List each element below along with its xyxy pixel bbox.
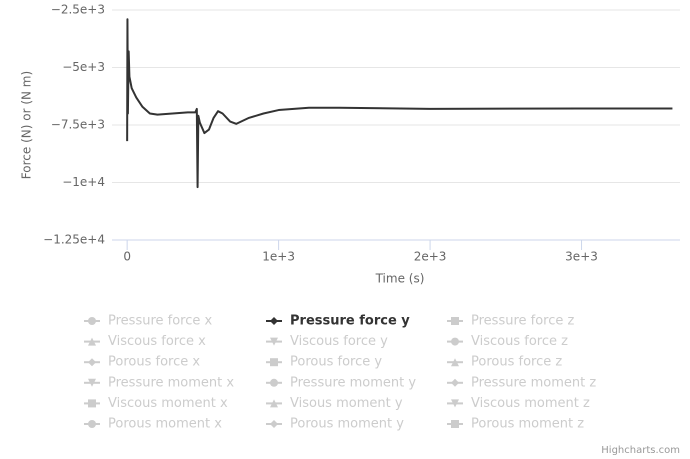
legend-item[interactable]: Pressure moment y xyxy=(290,375,416,390)
legend-item[interactable]: Visous moment y xyxy=(290,396,403,411)
legend-symbol xyxy=(270,378,278,387)
legend-symbol xyxy=(270,420,278,428)
legend-symbol xyxy=(451,337,459,346)
series-line xyxy=(126,18,673,189)
x-axis-title: Time (s) xyxy=(375,272,425,286)
credits[interactable]: Highcharts.com xyxy=(601,445,680,456)
legend-item[interactable]: Porous moment z xyxy=(471,417,584,432)
legend-item[interactable]: Porous moment x xyxy=(108,417,222,432)
legend-symbol xyxy=(270,358,278,367)
legend-item[interactable]: Pressure force y xyxy=(290,314,410,329)
y-tick-label: −7.5e+3 xyxy=(51,118,105,132)
x-tick-label: 0 xyxy=(123,250,131,264)
legend-item[interactable]: Viscous force x xyxy=(108,334,206,349)
x-tick-label: 2e+3 xyxy=(414,250,447,264)
y-tick-label: −1e+4 xyxy=(62,175,105,189)
legend-symbol xyxy=(270,399,278,408)
x-tick-label: 1e+3 xyxy=(262,250,295,264)
legend-symbol xyxy=(88,358,96,367)
legend-item[interactable]: Porous force y xyxy=(290,355,382,370)
legend-symbol xyxy=(451,358,459,367)
legend-symbol xyxy=(88,420,96,428)
legend-item[interactable]: Viscous moment x xyxy=(108,396,228,411)
y-axis-title: Force (N) or (N m) xyxy=(20,71,34,179)
x-tick-label: 3e+3 xyxy=(565,250,598,264)
legend-symbol xyxy=(88,317,96,325)
legend-symbol xyxy=(270,337,278,346)
legend-item[interactable]: Viscous force y xyxy=(290,334,388,349)
legend-symbol xyxy=(88,378,96,387)
legend-item[interactable]: Viscous force z xyxy=(471,334,568,349)
legend-item[interactable]: Viscous moment z xyxy=(471,396,590,411)
legend-item[interactable]: Pressure moment z xyxy=(471,375,596,390)
y-tick-label: −5e+3 xyxy=(62,60,105,74)
legend-item[interactable]: Pressure force x xyxy=(108,314,213,329)
y-tick-label: −2.5e+3 xyxy=(51,3,105,17)
legend-symbol xyxy=(451,317,459,325)
legend-symbol xyxy=(451,420,459,428)
legend-item[interactable]: Porous force x xyxy=(108,355,200,370)
legend-symbol xyxy=(88,337,96,346)
legend-item[interactable]: Pressure moment x xyxy=(108,375,234,390)
legend-item[interactable]: Pressure force z xyxy=(471,314,575,329)
legend-item[interactable]: Porous moment y xyxy=(290,417,404,432)
y-tick-label: −1.25e+4 xyxy=(43,233,105,247)
legend-symbol xyxy=(451,378,459,387)
legend-symbol xyxy=(270,317,278,325)
legend-symbol xyxy=(451,399,459,408)
legend-symbol xyxy=(88,399,96,408)
legend-item[interactable]: Porous force z xyxy=(471,355,562,370)
